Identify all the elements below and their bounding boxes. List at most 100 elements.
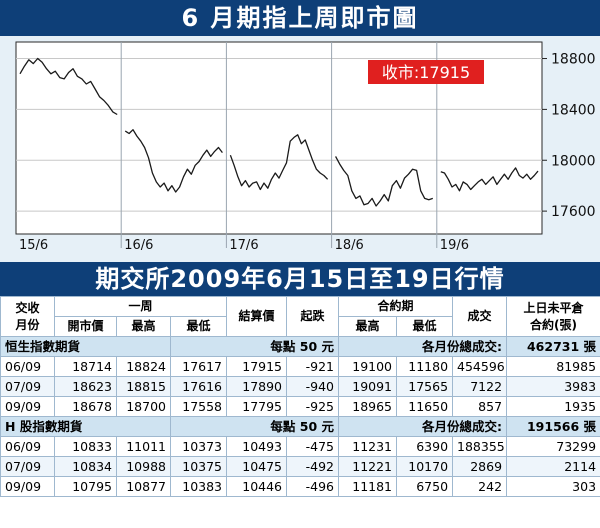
- table-cell: 11180: [396, 356, 454, 377]
- table-cell: -940: [286, 376, 340, 397]
- table-cell: -496: [286, 476, 340, 497]
- table-cell: 6750: [396, 476, 454, 497]
- y-axis: 18800 18400 18000 17600: [542, 52, 596, 220]
- section-total: 462731 張: [506, 336, 600, 357]
- table-cell: 11011: [116, 436, 171, 457]
- table-cell: 2869: [452, 456, 508, 477]
- table-cell: 81985: [506, 356, 600, 377]
- header-week: 一周: [53, 296, 228, 317]
- section-row: 恒生指數期貨 每點 50 元各月份總成交: 462731 張: [0, 336, 600, 357]
- section-total: 191566 張: [506, 416, 600, 437]
- y-tick-label: 18000: [551, 153, 596, 169]
- section-per-point: 每點 50 元: [169, 336, 340, 357]
- header-contract-month: 交收 月份: [0, 296, 55, 337]
- table-cell: 17890: [226, 376, 288, 397]
- cell-month: 06/09: [0, 356, 55, 377]
- section-per-point: 每點 50 元: [169, 416, 340, 437]
- intraday-chart: 18800 18400 18000 17600 15/6 16/6 17/6 18/6 19/…: [0, 36, 600, 262]
- table-cell: 2114: [506, 456, 600, 477]
- section-total-label: 各月份總成交:: [338, 336, 508, 357]
- close-label: 收市:17915: [382, 63, 470, 82]
- cell-month: 06/09: [0, 436, 55, 457]
- table-cell: 11181: [338, 476, 398, 497]
- header-row-2: 開市價 最高 最低 最高 最低: [1, 316, 600, 337]
- table-row: 09/09 18678 18700 17558 17795 -925 18965 11650 8…: [0, 396, 600, 417]
- table-cell: 10795: [54, 476, 117, 497]
- close-badge: 收市:17915: [368, 60, 484, 84]
- table-cell: 6390: [396, 436, 454, 457]
- table-cell: -925: [286, 396, 340, 417]
- table-cell: 11231: [338, 436, 398, 457]
- table-cell: 10834: [54, 456, 117, 477]
- header-contract-period: 合約期: [338, 296, 454, 317]
- table-cell: 17616: [169, 376, 228, 397]
- table-row: 06/09 18714 18824 17617 17915 -921 19100 11180 4…: [0, 356, 600, 377]
- table-row: 09/09 10795 10877 10383 10446 -496 11181 6750 24…: [0, 476, 600, 497]
- cell-month: 09/09: [0, 396, 55, 417]
- x-axis: 15/6 16/6 17/6 18/6 19/6: [19, 238, 469, 253]
- table-cell: 10475: [226, 456, 288, 477]
- table-cell: 18678: [54, 396, 117, 417]
- table-cell: 11221: [338, 456, 398, 477]
- header-low: 最低: [169, 316, 228, 337]
- section-name: 恒生指數期貨: [0, 336, 171, 357]
- x-tick-label: 17/6: [229, 238, 258, 253]
- header-cp-low: 最低: [396, 316, 454, 337]
- header-cp-high: 最高: [338, 316, 398, 337]
- series-line-day-1: [19, 57, 118, 116]
- y-tick-label: 18400: [551, 102, 596, 118]
- table-cell: 18700: [116, 396, 171, 417]
- series-line-day-5: [440, 167, 539, 192]
- table-cell: 242: [452, 476, 508, 497]
- table-cell: 17617: [169, 356, 228, 377]
- table-cell: 188355: [452, 436, 508, 457]
- gridlines: [16, 58, 542, 212]
- section-total-label: 各月份總成交:: [338, 416, 508, 437]
- table-cell: 18815: [116, 376, 171, 397]
- header-volume: 成交: [452, 296, 508, 337]
- price-series: [19, 57, 539, 207]
- table-cell: 10988: [116, 456, 171, 477]
- futures-table: 交收 月份 一周 結算價 起跌 合約期 成交 上日未平倉 合約(張) 開市價 最…: [0, 296, 600, 497]
- table-cell: 17915: [226, 356, 288, 377]
- series-line-day-4: [335, 156, 434, 207]
- table-row: 07/09 10834 10988 10375 10475 -492 11221 10170 2…: [0, 456, 600, 477]
- x-tick-label: 18/6: [335, 238, 364, 253]
- table-row: 06/09 10833 11011 10373 10493 -475 11231 6390 18…: [0, 436, 600, 457]
- table-row: 07/09 18623 18815 17616 17890 -940 19091 17565 7…: [0, 376, 600, 397]
- table-cell: 7122: [452, 376, 508, 397]
- x-tick-label: 16/6: [124, 238, 153, 253]
- table-cell: 18965: [338, 396, 398, 417]
- table-cell: 10493: [226, 436, 288, 457]
- table-cell: -475: [286, 436, 340, 457]
- table-cell: 10170: [396, 456, 454, 477]
- table-cell: 17558: [169, 396, 228, 417]
- series-line-day-3: [229, 134, 329, 191]
- table-cell: 454596: [452, 356, 508, 377]
- header-high: 最高: [116, 316, 171, 337]
- table-cell: 19091: [338, 376, 398, 397]
- table-cell: 857: [452, 396, 508, 417]
- cell-month: 09/09: [0, 476, 55, 497]
- table-cell: -921: [286, 356, 340, 377]
- table-cell: 11650: [396, 396, 454, 417]
- cell-month: 07/09: [0, 456, 55, 477]
- header-open-interest: 上日未平倉 合約(張): [506, 296, 600, 337]
- table-cell: 18824: [116, 356, 171, 377]
- table-cell: -492: [286, 456, 340, 477]
- table-cell: 10375: [169, 456, 228, 477]
- table-cell: 17795: [226, 396, 288, 417]
- table-cell: 10446: [226, 476, 288, 497]
- x-tick-label: 15/6: [19, 238, 48, 253]
- section-row: H 股指數期貨 每點 50 元各月份總成交: 191566 張: [0, 416, 600, 437]
- table-title: 期交所2009年6月15日至19日行情: [0, 262, 600, 296]
- x-tick-label: 19/6: [440, 238, 469, 253]
- table-cell: 10833: [54, 436, 117, 457]
- section-name: H 股指數期貨: [0, 416, 171, 437]
- table-cell: 19100: [338, 356, 398, 377]
- table-cell: 18623: [54, 376, 117, 397]
- cell-month: 07/09: [0, 376, 55, 397]
- table-cell: 10373: [169, 436, 228, 457]
- header-settle: 結算價: [226, 296, 288, 337]
- header-row-1: 交收 月份 一周 結算價 起跌 合約期 成交 上日未平倉 合約(張): [0, 296, 600, 337]
